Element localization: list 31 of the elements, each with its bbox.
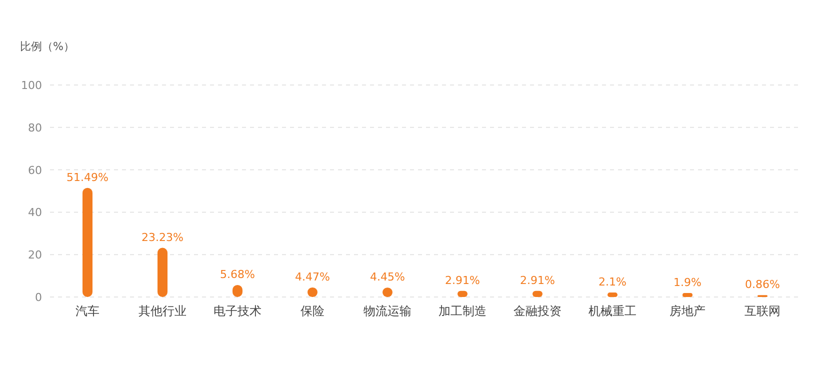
y-tick-label: 40 [28,206,42,220]
bar [608,292,618,297]
data-label: 1.9% [674,276,702,289]
bar [82,188,92,297]
data-label: 2.91% [520,274,555,287]
data-label: 0.86% [745,278,780,292]
y-tick-label: 60 [28,164,42,177]
y-axis-title: 比例（%） [20,40,74,53]
data-label: 51.49% [66,170,108,184]
x-tick-label: 其他行业 [138,304,186,318]
x-tick-label: 房地产 [670,304,706,318]
y-tick-label: 0 [35,291,42,304]
bar [158,248,168,297]
data-label: 2.1% [598,276,626,289]
data-label: 4.47% [295,270,330,284]
data-label: 23.23% [142,230,184,244]
x-tick-label: 金融投资 [514,304,562,318]
x-tick-label: 机械重工 [588,304,636,318]
y-tick-label: 20 [28,248,42,262]
data-label: 5.68% [220,268,255,281]
data-label: 2.91% [445,274,480,287]
x-tick-label: 互联网 [744,304,780,318]
y-tick-label: 80 [28,121,42,134]
x-tick-label: 物流运输 [364,304,412,318]
x-tick-label: 加工制造 [438,304,486,318]
bar [682,292,692,297]
x-tick-label: 汽车 [76,304,100,318]
data-label: 4.45% [370,270,405,284]
y-tick-label: 100 [21,79,42,92]
x-tick-label: 电子技术 [214,304,262,318]
x-tick-label: 保险 [300,304,324,318]
